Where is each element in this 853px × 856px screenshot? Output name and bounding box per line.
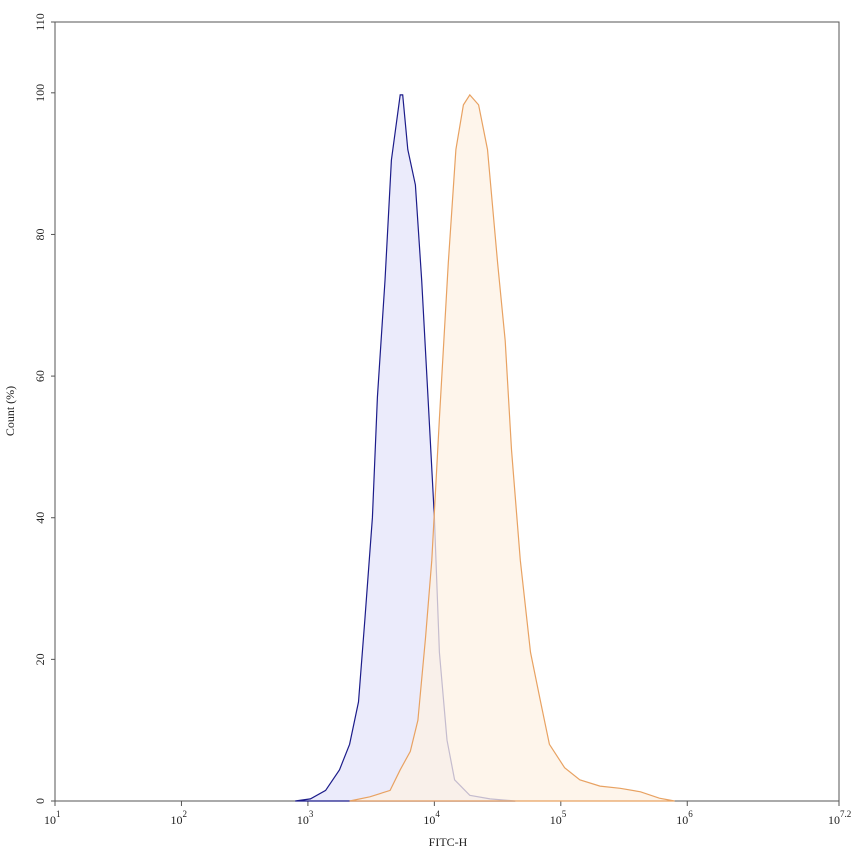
x-tick-exponent: 2 xyxy=(182,809,187,819)
x-tick-exponent: 3 xyxy=(309,809,314,819)
y-tick-label: 20 xyxy=(33,653,47,665)
x-tick-exponent: 7.2 xyxy=(840,809,851,819)
y-axis-label: Count (%) xyxy=(3,386,17,436)
x-tick-label: 10 xyxy=(676,813,688,827)
x-tick-label: 10 xyxy=(44,813,56,827)
y-tick-label: 0 xyxy=(33,798,47,804)
y-tick-label: 100 xyxy=(33,84,47,102)
x-tick-exponent: 1 xyxy=(56,809,61,819)
x-tick-label: 10 xyxy=(550,813,562,827)
y-tick-label: 40 xyxy=(33,512,47,524)
x-tick-exponent: 4 xyxy=(435,809,440,819)
y-tick-label: 80 xyxy=(33,228,47,240)
x-axis-label: FITC-H xyxy=(429,835,468,849)
x-tick-label: 10 xyxy=(828,813,840,827)
x-tick-label: 10 xyxy=(297,813,309,827)
y-tick-label: 110 xyxy=(33,13,47,31)
x-tick-exponent: 5 xyxy=(562,809,567,819)
x-tick-label: 10 xyxy=(423,813,435,827)
x-tick-exponent: 6 xyxy=(688,809,693,819)
y-tick-label: 60 xyxy=(33,370,47,382)
series-area xyxy=(349,93,675,802)
x-tick-label: 10 xyxy=(170,813,182,827)
